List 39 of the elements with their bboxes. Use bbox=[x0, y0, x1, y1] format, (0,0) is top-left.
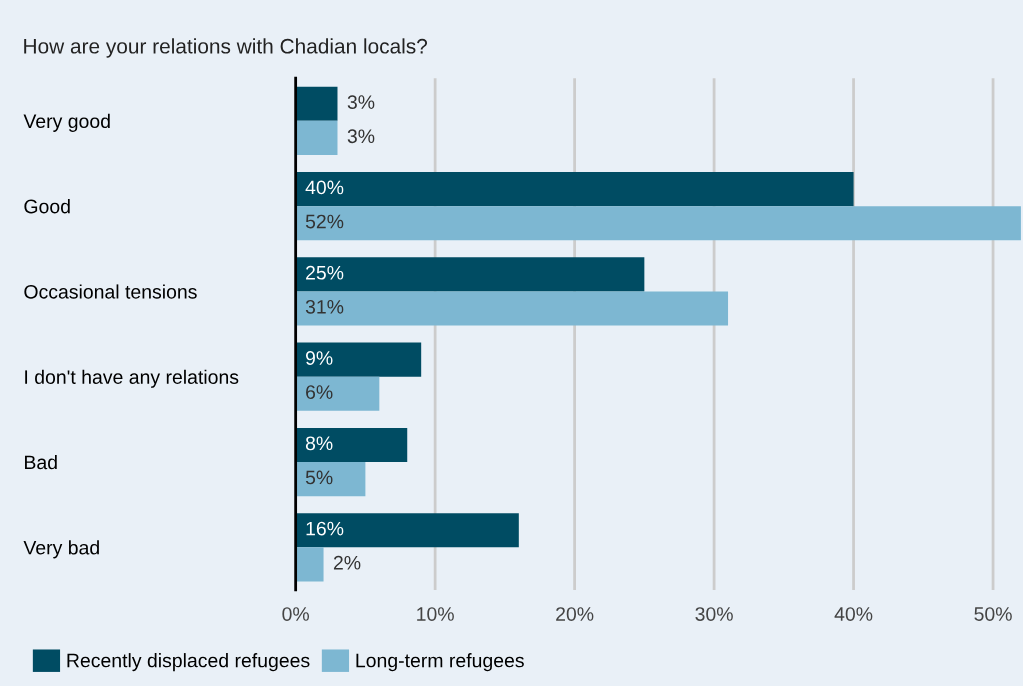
legend-label: Long-term refugees bbox=[356, 653, 524, 672]
y-tick-label: Good bbox=[24, 199, 70, 214]
data-label: 8% bbox=[305, 436, 333, 451]
y-tick-label: Very bad bbox=[23, 540, 99, 559]
bar bbox=[295, 120, 338, 155]
bar bbox=[295, 547, 324, 582]
x-tick-label: 0% bbox=[282, 607, 310, 621]
data-label: 3% bbox=[347, 129, 375, 144]
data-label: 2% bbox=[333, 555, 361, 570]
data-label: 3% bbox=[347, 95, 375, 110]
data-label: 52% bbox=[305, 214, 344, 229]
y-tick-label: Bad bbox=[25, 454, 57, 470]
bar bbox=[295, 376, 380, 411]
data-label: 25% bbox=[306, 265, 344, 280]
data-label: 40% bbox=[305, 180, 344, 195]
data-label: 9% bbox=[305, 351, 333, 365]
y-tick-label: I don't have any relations bbox=[25, 369, 239, 388]
x-tick-label: 40% bbox=[834, 607, 873, 621]
data-label: 31% bbox=[305, 299, 344, 314]
data-label: 5% bbox=[305, 470, 333, 485]
data-label: 16% bbox=[306, 521, 344, 536]
bar bbox=[295, 291, 729, 326]
y-tick-label: Occasional tensions bbox=[24, 284, 197, 299]
x-tick-label: 20% bbox=[556, 607, 594, 621]
bar bbox=[295, 513, 519, 548]
bar bbox=[295, 172, 854, 207]
legend-label: Recently displaced refugees bbox=[67, 653, 310, 672]
bar bbox=[295, 257, 645, 292]
bar bbox=[295, 206, 1021, 241]
data-label: 6% bbox=[306, 385, 333, 400]
x-tick-label: 10% bbox=[417, 607, 454, 621]
bar bbox=[295, 427, 408, 463]
bar bbox=[295, 86, 338, 121]
x-tick-label: 50% bbox=[974, 607, 1012, 621]
x-tick-label: 30% bbox=[695, 607, 733, 621]
y-tick-label: Very good bbox=[23, 113, 110, 132]
chart-title: How are your relations with Chadian locals? bbox=[24, 38, 428, 58]
bar bbox=[295, 462, 366, 497]
bar bbox=[295, 342, 422, 377]
